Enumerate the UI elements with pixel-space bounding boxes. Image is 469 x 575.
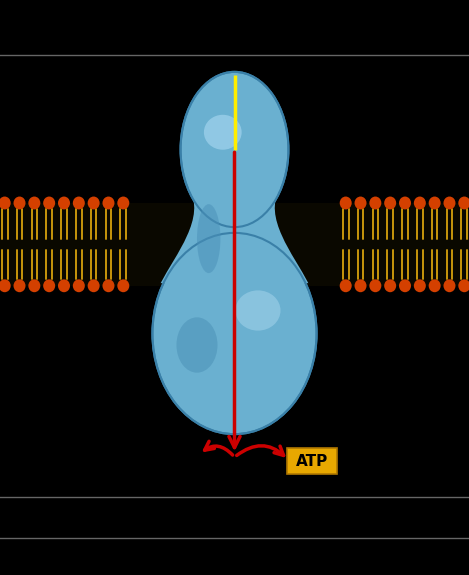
Ellipse shape (204, 115, 242, 150)
Ellipse shape (0, 197, 11, 209)
Ellipse shape (73, 279, 85, 292)
Ellipse shape (340, 279, 352, 292)
Ellipse shape (340, 197, 352, 209)
Ellipse shape (181, 72, 288, 227)
Ellipse shape (152, 233, 317, 434)
Ellipse shape (399, 279, 411, 292)
Ellipse shape (444, 197, 455, 209)
Ellipse shape (58, 197, 70, 209)
Bar (0, 203, 469, 286)
Ellipse shape (355, 197, 367, 209)
Ellipse shape (414, 197, 426, 209)
Ellipse shape (43, 197, 55, 209)
Ellipse shape (73, 197, 85, 209)
Ellipse shape (88, 279, 99, 292)
Ellipse shape (14, 197, 25, 209)
Ellipse shape (384, 197, 396, 209)
Ellipse shape (458, 197, 469, 209)
Ellipse shape (355, 279, 367, 292)
Ellipse shape (0, 279, 11, 292)
Ellipse shape (176, 317, 218, 373)
Ellipse shape (102, 197, 114, 209)
Ellipse shape (117, 197, 129, 209)
Ellipse shape (102, 279, 114, 292)
Text: ATP: ATP (296, 454, 328, 469)
Ellipse shape (58, 279, 70, 292)
Ellipse shape (384, 279, 396, 292)
Ellipse shape (414, 279, 426, 292)
Ellipse shape (458, 279, 469, 292)
Ellipse shape (429, 197, 441, 209)
Ellipse shape (43, 279, 55, 292)
Ellipse shape (28, 197, 40, 209)
Ellipse shape (88, 197, 99, 209)
Ellipse shape (14, 279, 25, 292)
Ellipse shape (235, 290, 280, 331)
Ellipse shape (429, 279, 441, 292)
Ellipse shape (197, 204, 220, 273)
Ellipse shape (370, 197, 381, 209)
Ellipse shape (444, 279, 455, 292)
Ellipse shape (370, 279, 381, 292)
Ellipse shape (399, 197, 411, 209)
PathPatch shape (160, 189, 308, 283)
Ellipse shape (117, 279, 129, 292)
FancyBboxPatch shape (287, 448, 337, 474)
Ellipse shape (28, 279, 40, 292)
